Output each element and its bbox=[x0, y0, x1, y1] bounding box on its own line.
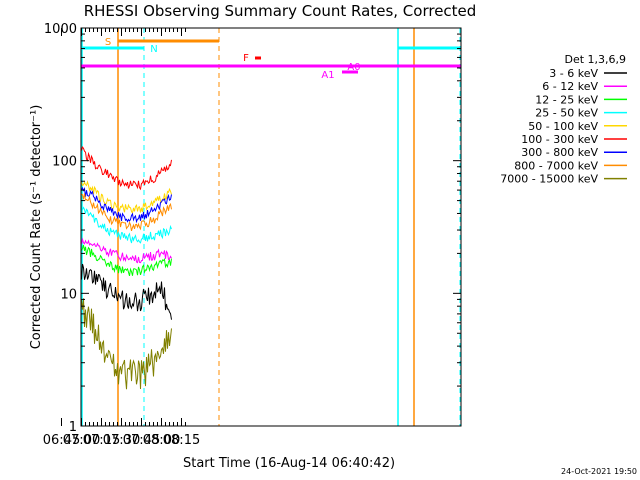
series-layer bbox=[81, 146, 172, 390]
series-line-7 bbox=[81, 186, 172, 224]
y-tick-label: 1 bbox=[69, 420, 77, 435]
annotation-a1: A1 bbox=[321, 70, 334, 81]
series-line-6 bbox=[81, 146, 172, 191]
series-line-5 bbox=[81, 180, 172, 215]
series-line-3 bbox=[81, 244, 172, 277]
legend-title: Det 1,3,6,9 bbox=[564, 53, 626, 66]
series-line-4 bbox=[81, 206, 172, 244]
annotation-s: S bbox=[105, 37, 111, 48]
series-line-8 bbox=[81, 193, 172, 232]
series-line-2 bbox=[81, 237, 172, 264]
legend-label-6: 100 - 300 keV bbox=[521, 133, 598, 146]
legend-label-7: 300 - 800 keV bbox=[521, 146, 598, 159]
x-tick-label: 07:30 bbox=[103, 433, 140, 448]
y-tick-label: 10 bbox=[60, 287, 77, 302]
series-line-1 bbox=[81, 263, 172, 320]
footer-timestamp: 24-Oct-2021 19:50 bbox=[561, 467, 637, 476]
axes-layer: 1 10 100 1000 06:4507:0007:1507:3007:4508:00… bbox=[43, 22, 461, 448]
x-tick-label: 07:00 bbox=[63, 433, 100, 448]
legend-label-3: 12 - 25 keV bbox=[535, 93, 598, 106]
legend-label-2: 6 - 12 keV bbox=[542, 80, 598, 93]
annotation-n: N bbox=[150, 44, 157, 55]
legend-label-1: 3 - 6 keV bbox=[549, 67, 598, 80]
series-line-9 bbox=[81, 298, 172, 390]
chart-overlays: S N F A0 A1 bbox=[81, 28, 461, 426]
x-tick-label: 06:45 bbox=[43, 433, 80, 448]
annotation-a0: A0 bbox=[347, 62, 360, 73]
x-tick-label: 07:15 bbox=[83, 433, 120, 448]
plot-frame bbox=[80, 27, 462, 427]
legend-label-5: 50 - 100 keV bbox=[528, 120, 598, 133]
x-tick-label: 08:00 bbox=[143, 433, 180, 448]
annotation-f: F bbox=[243, 53, 249, 64]
x-axis-label: Start Time (16-Aug-14 06:40:42) bbox=[183, 456, 395, 471]
y-axis-label: Corrected Count Rate (s⁻¹ detector⁻¹) bbox=[29, 105, 44, 350]
legend-label-8: 800 - 7000 keV bbox=[514, 159, 598, 172]
x-tick-label: 07:45 bbox=[123, 433, 160, 448]
legend-label-4: 25 - 50 keV bbox=[535, 107, 598, 120]
legend-label-9: 7000 - 15000 keV bbox=[500, 173, 598, 186]
y-tick-label: 100 bbox=[52, 155, 77, 170]
chart-title: RHESSI Observing Summary Count Rates, Co… bbox=[84, 2, 477, 20]
y-tick-label: 1000 bbox=[44, 22, 77, 37]
x-tick-label: 08:15 bbox=[163, 433, 200, 448]
